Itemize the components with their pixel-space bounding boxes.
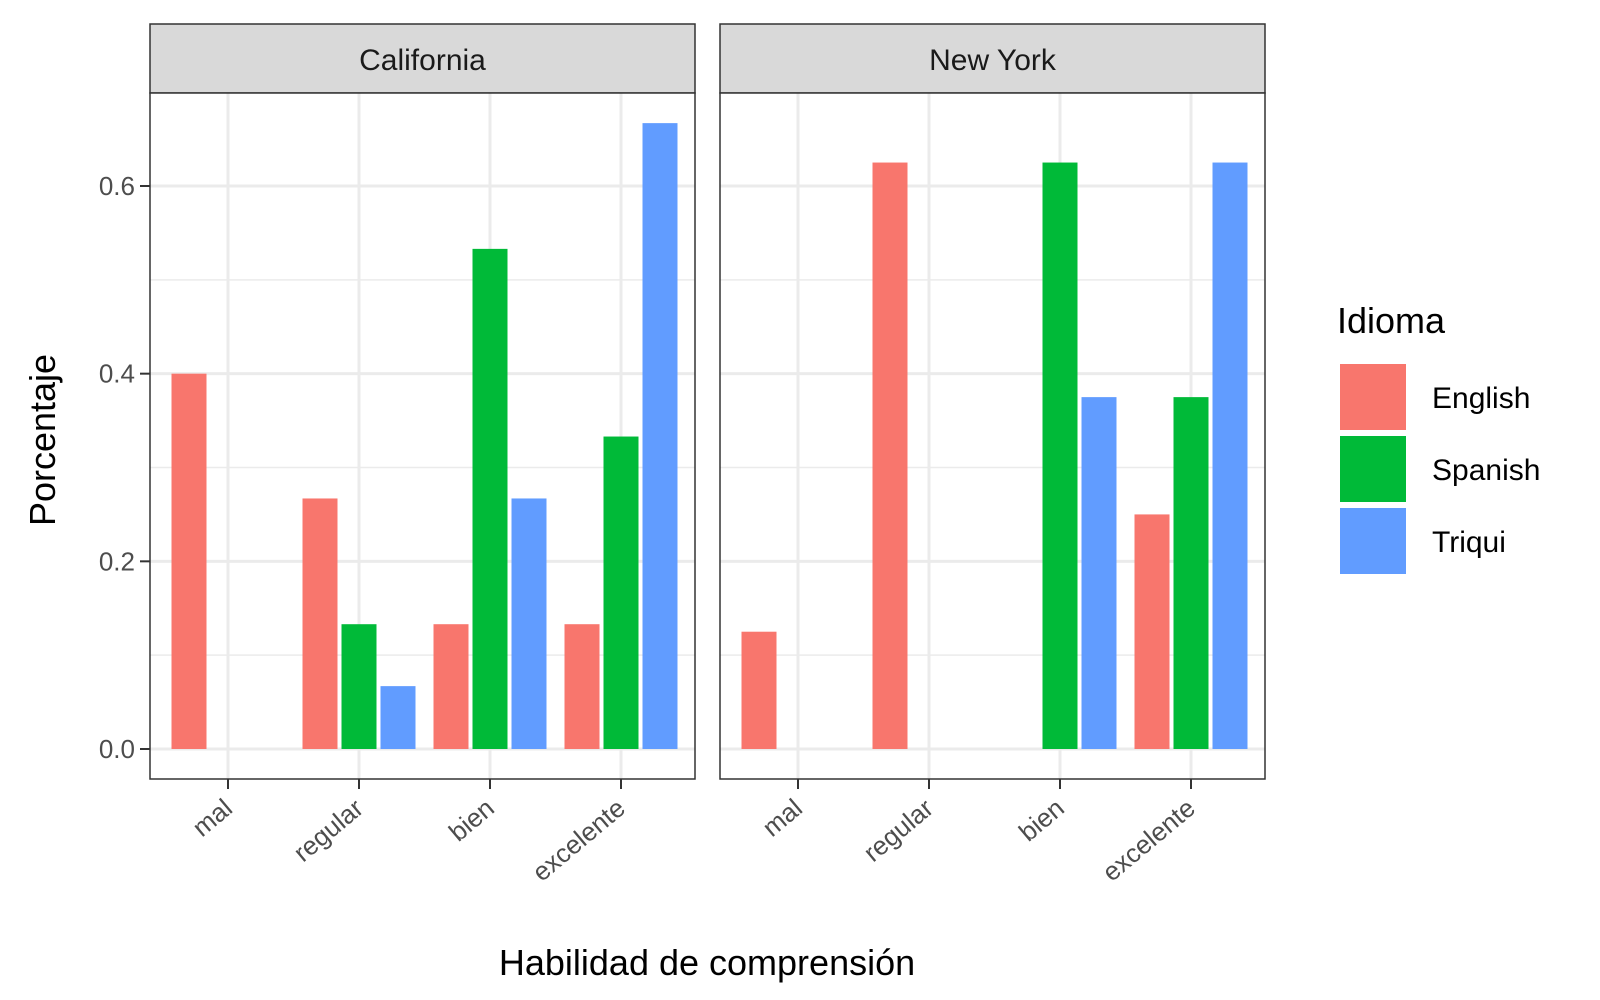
x-tick-label: mal [186, 793, 237, 843]
x-tick-label: regular [858, 792, 940, 867]
panel-border [149, 92, 696, 780]
panel-0: California mal regular bien excelente 0.0 0.2 0… [99, 23, 696, 888]
y-tick-label: 0.2 [99, 546, 135, 576]
bar-spanish-excelente [1173, 397, 1209, 749]
panels: California mal regular bien excelente 0.0 0.2 0… [99, 23, 1266, 888]
bar-english-regular [872, 162, 908, 749]
x-tick-label: bien [443, 793, 500, 848]
y-tick-label: 0.6 [99, 171, 135, 201]
legend-label-triqui: Triqui [1432, 526, 1506, 559]
facet-label: California [359, 44, 486, 77]
bar-spanish-bien [472, 248, 508, 749]
x-tick-label: excelente [1096, 793, 1201, 888]
x-axis-title: Habilidad de comprensión [499, 942, 915, 983]
facet-label: New York [929, 44, 1057, 77]
bar-english-mal [741, 631, 777, 749]
panel-border [719, 92, 1266, 780]
legend: Idioma English Spanish Triqui [1337, 300, 1540, 574]
y-tick-label: 0.4 [99, 359, 135, 389]
facet-strip [149, 23, 696, 94]
bar-spanish-excelente [603, 436, 639, 749]
bar-triqui-regular [380, 686, 416, 749]
bar-english-excelente [1134, 514, 1170, 749]
x-tick-label: excelente [526, 793, 631, 888]
x-tick-label: mal [756, 793, 807, 843]
legend-title: Idioma [1337, 300, 1446, 341]
bar-triqui-excelente [1212, 162, 1248, 749]
bar-spanish-regular [341, 624, 377, 749]
bar-spanish-bien [1042, 162, 1078, 749]
bar-triqui-bien [511, 498, 547, 749]
x-tick-label: regular [288, 792, 370, 867]
facet-strip [719, 23, 1266, 94]
legend-label-spanish: Spanish [1432, 454, 1540, 487]
bar-triqui-bien [1081, 397, 1117, 749]
bar-english-regular [302, 498, 338, 749]
bar-english-excelente [564, 624, 600, 749]
x-tick-label: bien [1013, 793, 1070, 848]
bar-triqui-excelente [642, 123, 678, 750]
y-axis-title: Porcentaje [22, 354, 63, 526]
panel-1: New York mal regular bien excelente [719, 23, 1266, 888]
legend-key-english [1340, 364, 1406, 430]
bar-english-bien [433, 624, 469, 749]
legend-label-english: English [1432, 382, 1530, 415]
legend-key-triqui [1340, 508, 1406, 574]
bar-english-mal [171, 373, 207, 749]
y-tick-label: 0.0 [99, 734, 135, 764]
legend-key-spanish [1340, 436, 1406, 502]
